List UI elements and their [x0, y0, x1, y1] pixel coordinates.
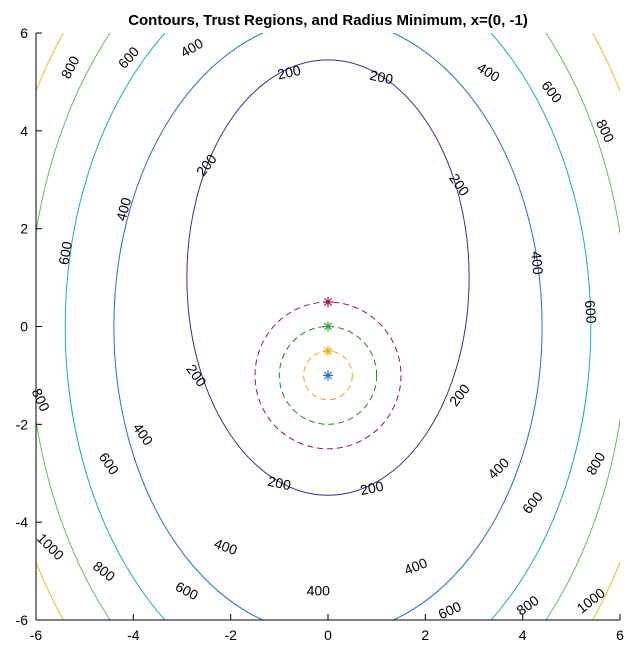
chart-title: Contours, Trust Regions, and Radius Mini…: [128, 12, 528, 29]
contour-label-800: 800: [90, 558, 118, 585]
contour-label-200: 200: [446, 170, 473, 198]
marker-layer: [323, 297, 333, 381]
contour-label-400: 400: [484, 454, 512, 482]
point-marker-1: [323, 370, 333, 381]
contour-label-400: 400: [528, 251, 546, 276]
contour-label-400: 400: [474, 59, 502, 85]
contour-label-800: 800: [583, 449, 609, 477]
y-tick-label: 0: [20, 319, 28, 335]
x-tick-label: -2: [224, 627, 237, 643]
contour-200: [186, 59, 470, 496]
contour-label-400: 400: [113, 196, 135, 223]
contour-label-1000: 1000: [34, 530, 67, 563]
x-tick-label: 6: [616, 627, 624, 643]
contour-label-200: 200: [193, 151, 220, 179]
contour-label-400: 400: [307, 583, 331, 599]
contour-label-200: 200: [266, 473, 292, 494]
contour-label-1000: 1000: [574, 584, 609, 616]
contour-label-400: 400: [178, 35, 206, 61]
point-marker-2: [323, 345, 333, 356]
contour-600: [64, 33, 592, 620]
contour-label-400: 400: [402, 554, 430, 578]
x-tick-label: 0: [324, 627, 332, 643]
contour-label-600: 600: [436, 598, 464, 622]
contour-label-200: 200: [446, 381, 473, 409]
contour-label-400: 400: [130, 420, 157, 448]
axes: -6 -4 -2 0 2 4 6 6 4 2 0 -2 -4 -6: [16, 25, 625, 643]
y-tick-label: 6: [20, 25, 28, 41]
contour-label-200: 200: [276, 62, 302, 83]
y-tick-label: -2: [16, 416, 29, 432]
x-tick-label: 2: [421, 627, 429, 643]
contour-label-800: 800: [58, 53, 83, 81]
contour-label-layer: 200 200 200 200 200 200 200 200 400 400 400 400 400 4…: [29, 35, 618, 623]
contour-label-800: 800: [513, 592, 541, 619]
x-tick-label: -6: [30, 627, 43, 643]
y-tick-label: -6: [16, 612, 29, 628]
x-tick-label: -4: [127, 627, 140, 643]
point-marker-4: [323, 297, 333, 308]
contour-label-600: 600: [519, 488, 546, 516]
trust-region-2: [278, 326, 378, 425]
contour-label-200: 200: [368, 67, 394, 88]
contour-label-600: 600: [582, 299, 600, 324]
contour-label-600: 600: [538, 78, 565, 106]
contour-label-200: 200: [359, 478, 385, 499]
contour-label-600: 600: [55, 240, 75, 266]
contour-label-800: 800: [29, 386, 53, 414]
contour-label-400: 400: [212, 535, 240, 558]
x-tick-label: 4: [519, 627, 527, 643]
y-tick-label: 4: [20, 123, 28, 139]
y-tick-label: 2: [20, 221, 28, 237]
point-marker-3: [323, 321, 333, 332]
contour-400: [113, 33, 543, 620]
contour-label-800: 800: [593, 117, 617, 145]
contour-label-600: 600: [96, 449, 123, 477]
contour-label-600: 600: [173, 578, 201, 603]
y-tick-label: -4: [16, 514, 29, 530]
contour-label-200: 200: [183, 361, 210, 389]
